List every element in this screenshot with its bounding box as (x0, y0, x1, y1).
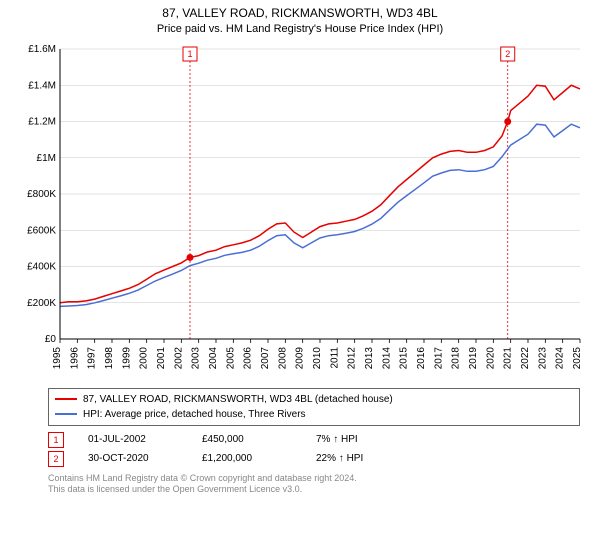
y-tick-label: £1.2M (28, 116, 56, 127)
y-tick-label: £1.6M (28, 44, 56, 55)
x-tick-label: 1996 (69, 346, 80, 369)
x-tick-label: 2016 (416, 346, 427, 369)
legend-swatch (55, 413, 77, 415)
chart-title: 87, VALLEY ROAD, RICKMANSWORTH, WD3 4BL (0, 0, 600, 22)
legend: 87, VALLEY ROAD, RICKMANSWORTH, WD3 4BL … (48, 388, 580, 426)
x-tick-label: 1995 (52, 346, 63, 369)
line-chart-svg: £0 £200K £400K £600K £800K £1M £1.2M £1.4M £1.6M… (12, 41, 592, 384)
marker-label: 1 (187, 49, 192, 59)
legend-swatch (55, 398, 77, 400)
x-tick-label: 2005 (225, 346, 236, 369)
series-line (60, 124, 580, 306)
footer: Contains HM Land Registry data © Crown c… (48, 473, 580, 496)
footer-line-2: This data is licensed under the Open Gov… (48, 484, 580, 496)
x-tick-label: 2007 (260, 346, 271, 369)
y-tick-label: £400K (27, 261, 56, 272)
y-tick-label: £1.4M (28, 80, 56, 91)
plot-area: £0 £200K £400K £600K £800K £1M £1.2M £1.4M £1.6M… (12, 41, 588, 384)
x-tick-label: 2004 (208, 346, 219, 369)
chart-subtitle: Price paid vs. HM Land Registry's House … (0, 23, 600, 35)
x-tick-label: 2009 (295, 346, 306, 369)
sale-row: 1 01-JUL-2002 £450,000 7% ↑ HPI (48, 432, 580, 448)
sale-number-box: 1 (48, 432, 64, 448)
x-tick-label: 2025 (572, 346, 583, 369)
x-tick-label: 2000 (139, 346, 150, 369)
chart-container: 87, VALLEY ROAD, RICKMANSWORTH, WD3 4BL … (0, 0, 600, 560)
x-tick-label: 2010 (312, 346, 323, 369)
y-tick-label: £600K (27, 225, 56, 236)
x-tick-label: 2018 (451, 346, 462, 369)
legend-label: 87, VALLEY ROAD, RICKMANSWORTH, WD3 4BL … (83, 392, 393, 407)
sale-diff: 22% ↑ HPI (316, 453, 363, 464)
x-tick-label: 2001 (156, 346, 167, 369)
x-tick-label: 2023 (537, 346, 548, 369)
x-tick-label: 2013 (364, 346, 375, 369)
x-tick-label: 2015 (399, 346, 410, 369)
legend-label: HPI: Average price, detached house, Thre… (83, 407, 306, 422)
x-tick-label: 2017 (433, 346, 444, 369)
sale-date: 30-OCT-2020 (88, 453, 178, 464)
x-tick-label: 2022 (520, 346, 531, 369)
x-tick-label: 1999 (121, 346, 132, 369)
y-tick-label: £0 (45, 334, 57, 345)
x-tick-label: 2011 (329, 346, 340, 368)
x-tick-label: 1997 (87, 346, 98, 369)
x-tick-label: 2019 (468, 346, 479, 369)
x-tick-label: 2003 (191, 346, 202, 369)
x-tick-label: 2012 (347, 346, 358, 369)
x-tick-label: 2002 (173, 346, 184, 369)
x-tick-label: 2020 (485, 346, 496, 369)
y-tick-label: £800K (27, 189, 56, 200)
sale-diff: 7% ↑ HPI (316, 434, 358, 445)
sale-number-box: 2 (48, 451, 64, 467)
legend-row: HPI: Average price, detached house, Thre… (55, 407, 573, 422)
x-tick-label: 1998 (104, 346, 115, 369)
x-tick-label: 2008 (277, 346, 288, 369)
footer-line-1: Contains HM Land Registry data © Crown c… (48, 473, 580, 485)
sale-row: 2 30-OCT-2020 £1,200,000 22% ↑ HPI (48, 451, 580, 467)
x-tick-label: 2006 (243, 346, 254, 369)
y-tick-label: £1M (37, 152, 56, 163)
sales-table: 1 01-JUL-2002 £450,000 7% ↑ HPI 2 30-OCT-2020… (48, 432, 580, 467)
marker-label: 2 (505, 49, 510, 59)
sale-date: 01-JUL-2002 (88, 434, 178, 445)
legend-row: 87, VALLEY ROAD, RICKMANSWORTH, WD3 4BL … (55, 392, 573, 407)
sale-price: £1,200,000 (202, 453, 292, 464)
x-tick-label: 2024 (555, 346, 566, 369)
y-tick-label: £200K (27, 297, 56, 308)
x-tick-label: 2014 (381, 346, 392, 369)
sale-price: £450,000 (202, 434, 292, 445)
x-tick-label: 2021 (503, 346, 514, 369)
